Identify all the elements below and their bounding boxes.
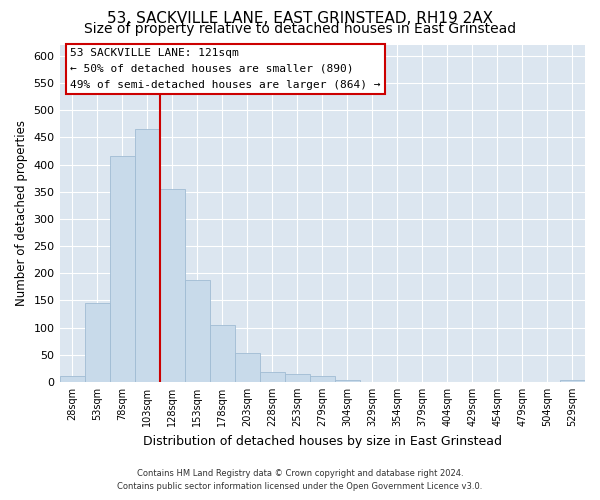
- Bar: [285, 374, 310, 382]
- X-axis label: Distribution of detached houses by size in East Grinstead: Distribution of detached houses by size …: [143, 434, 502, 448]
- Bar: [560, 380, 585, 382]
- Text: Size of property relative to detached houses in East Grinstead: Size of property relative to detached ho…: [84, 22, 516, 36]
- Bar: [335, 380, 360, 382]
- Y-axis label: Number of detached properties: Number of detached properties: [15, 120, 28, 306]
- Bar: [310, 376, 335, 382]
- Text: 53, SACKVILLE LANE, EAST GRINSTEAD, RH19 2AX: 53, SACKVILLE LANE, EAST GRINSTEAD, RH19…: [107, 11, 493, 26]
- Bar: [260, 372, 285, 382]
- Bar: [235, 353, 260, 382]
- Bar: [85, 303, 110, 382]
- Bar: [110, 156, 134, 382]
- Bar: [160, 189, 185, 382]
- Text: Contains HM Land Registry data © Crown copyright and database right 2024.
Contai: Contains HM Land Registry data © Crown c…: [118, 470, 482, 491]
- Text: 53 SACKVILLE LANE: 121sqm
← 50% of detached houses are smaller (890)
49% of semi: 53 SACKVILLE LANE: 121sqm ← 50% of detac…: [70, 48, 380, 90]
- Bar: [209, 325, 235, 382]
- Bar: [59, 376, 85, 382]
- Bar: [134, 129, 160, 382]
- Bar: [185, 280, 209, 382]
